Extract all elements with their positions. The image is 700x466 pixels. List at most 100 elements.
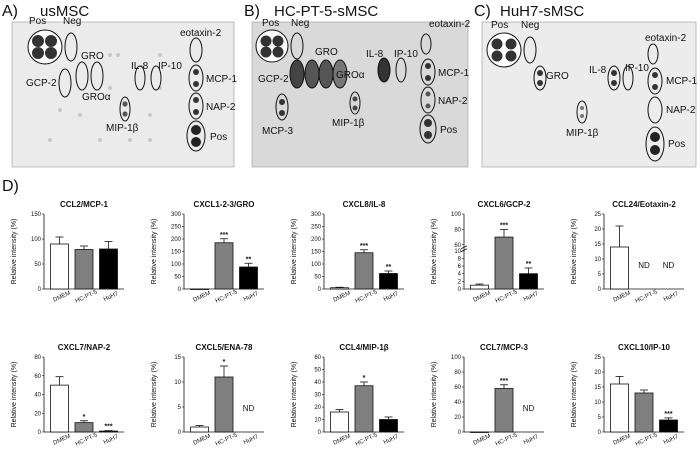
y-tick-label: 15 [174, 355, 181, 361]
y-tick-label: 20 [34, 411, 41, 417]
significance-mark: * [223, 359, 226, 366]
bar [354, 385, 374, 433]
bar [519, 273, 538, 290]
y-tick-label: 60 [454, 243, 461, 249]
blot-b-spot-mcp1: MCP-1 [438, 68, 470, 79]
blot-c-spot-nap2: NAP-2 [666, 105, 696, 116]
y-tick-label: 20 [454, 415, 461, 421]
panel-d-letter: D) [2, 178, 19, 195]
y-tick-label: 0 [598, 287, 602, 293]
blot-a-letter: A) [2, 3, 18, 20]
y-tick-label: 10 [454, 249, 461, 255]
significance-mark: ** [246, 256, 252, 263]
bar [659, 419, 678, 433]
y-tick-label: 100 [311, 262, 322, 268]
y-tick-label: 100 [451, 212, 462, 218]
y-axis-label: Relative intensity (%) [11, 362, 18, 428]
significance-mark: * [363, 375, 366, 382]
y-axis-label: Relative intensity (%) [151, 219, 158, 285]
chart-1: CXCL1-2-3/GRO Relative intensity (%) 0 50 10… [151, 200, 264, 305]
significance-mark: *** [220, 232, 228, 239]
chart-8: CCL7/MCP-3 Relative intensity (%) 0 20 40 60 8… [431, 343, 544, 448]
chart-title: CCL7/MCP-3 [480, 343, 529, 352]
y-tick-label: 200 [171, 237, 182, 243]
category-label: HuH7 [663, 434, 680, 446]
chart-2: CXCL8/IL-8 Relative intensity (%) 0 50 100 15… [291, 200, 404, 305]
y-axis-label: Relative intensity (%) [431, 362, 438, 428]
category-label: HC-PT-5 [355, 432, 379, 448]
blot-a-faint-dots [48, 53, 162, 142]
significance-mark: *** [360, 243, 368, 250]
bar [74, 422, 94, 433]
chart-title: CCL4/MIP-1β [339, 343, 388, 352]
category-label: DMEM [192, 433, 211, 446]
blot-a-spot-gcp2: GCP-2 [26, 78, 57, 89]
blot-a-spot-ip10: IP-10 [158, 61, 182, 72]
blot-a-spot-mcp1: MCP-1 [206, 74, 238, 85]
y-axis-label: Relative intensity (%) [291, 219, 298, 285]
y-tick-label: 80 [454, 370, 461, 376]
chart-9: CXCL10/IP-10 Relative intensity (%) 0 5 10 15… [571, 343, 684, 448]
y-tick-label: 0 [598, 430, 602, 436]
y-tick-label: 80 [34, 355, 41, 361]
category-label: HC-PT-5 [355, 289, 379, 305]
y-tick-label: 0 [318, 430, 322, 436]
category-label: HC-PT-5 [495, 432, 519, 448]
bar [239, 266, 258, 290]
y-tick-label: 300 [311, 212, 322, 218]
category-label: HuH7 [523, 434, 540, 446]
blot-b-spot-pos-top: Pos [262, 18, 279, 29]
y-tick-label: 250 [171, 225, 182, 231]
y-tick-label: 5 [598, 272, 602, 278]
y-tick-label: 5 [598, 415, 602, 421]
y-tick-label: 25 [594, 212, 601, 218]
blot-c-title: HuH7-sMSC [500, 3, 584, 20]
axis-break [460, 248, 468, 253]
blot-panel-c: C) HuH7-sMSC Pos Neg GRO IL-8 IP-10 eota… [474, 3, 698, 168]
y-tick-label: 80 [454, 227, 461, 233]
blot-b-spot-pos-bottom: Pos [440, 125, 457, 136]
blot-a-spot-pos-top: Pos [29, 16, 46, 27]
category-label: DMEM [612, 433, 631, 446]
nd-label: ND [243, 404, 255, 413]
bar [470, 431, 489, 433]
chart-title: CXCL5/ENA-78 [196, 343, 253, 352]
category-label: DMEM [52, 433, 71, 446]
bar [214, 242, 234, 290]
blot-a-spot-eotaxin2: eotaxin-2 [180, 28, 222, 39]
blot-c-spot-gro: GRO [546, 71, 569, 82]
y-axis-label: Relative intensity (%) [431, 219, 438, 285]
blot-c-spot-ip10: IP-10 [625, 63, 649, 74]
category-label: HC-PT-5 [635, 289, 659, 305]
blot-a-spot-il8: IL-8 [131, 61, 149, 72]
bar [74, 249, 94, 290]
nd-label: ND [638, 261, 650, 270]
category-label: DMEM [192, 290, 211, 303]
y-tick-label: 0 [38, 287, 42, 293]
bar [494, 236, 514, 290]
y-tick-label: 20 [594, 227, 601, 233]
bar [610, 383, 629, 433]
y-tick-label: 2 [458, 279, 462, 285]
bar [470, 284, 489, 290]
y-axis-label: Relative intensity (%) [571, 219, 578, 285]
bar [379, 273, 398, 290]
chart-title: CXCL1-2-3/GRO [194, 200, 255, 209]
chart-4: CCL24/Eotaxin-2 Relative intensity (%) 0 5 1… [571, 200, 684, 305]
significance-mark: *** [664, 411, 672, 418]
bar [330, 411, 349, 433]
bar [330, 287, 349, 290]
category-label: HC-PT-5 [75, 289, 99, 305]
chart-6: CXCL5/ENA-78 Relative intensity (%) 0 5 10 15… [151, 343, 264, 448]
y-tick-label: 50 [174, 275, 181, 281]
bar [610, 246, 629, 290]
significance-mark: * [83, 414, 86, 421]
blot-b-spot-neg: Neg [291, 18, 309, 29]
y-tick-label: 20 [314, 405, 321, 411]
blot-a-spot-groa: GROα [82, 92, 111, 103]
blot-a-spot-neg: Neg [63, 16, 81, 27]
y-tick-label: 0 [458, 430, 462, 436]
nd-label: ND [663, 261, 675, 270]
y-tick-label: 0 [458, 287, 462, 293]
